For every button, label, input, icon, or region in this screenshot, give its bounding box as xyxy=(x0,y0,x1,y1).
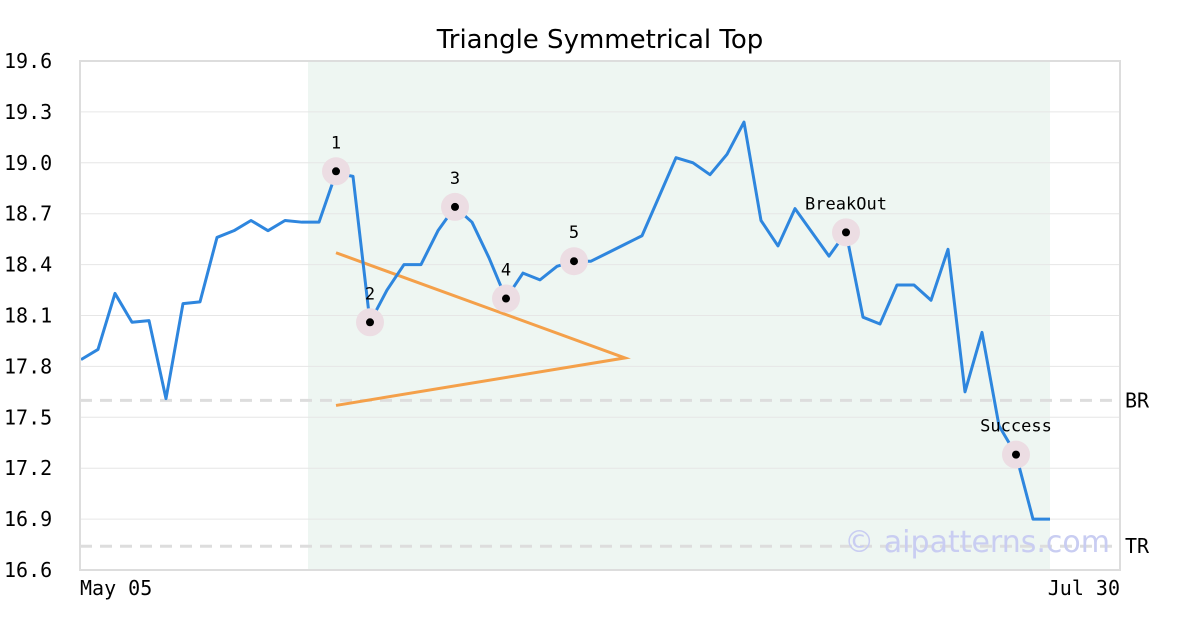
x-tick-label: Jul 30 xyxy=(1048,576,1120,600)
point-label-success: Success xyxy=(980,417,1052,437)
y-tick-label: 17.8 xyxy=(4,354,52,378)
point-label-2: 2 xyxy=(365,284,375,304)
level-label-br: BR xyxy=(1125,388,1150,412)
y-tick-label: 16.9 xyxy=(4,507,52,531)
y-tick-label: 18.7 xyxy=(4,202,52,226)
point-marker-4 xyxy=(502,294,510,303)
watermark: © aipatterns.com xyxy=(844,525,1110,560)
y-tick-label: 16.6 xyxy=(4,558,52,582)
point-label-breakout: BreakOut xyxy=(805,194,887,214)
chart-title: Triangle Symmetrical Top xyxy=(436,25,764,55)
point-marker-3 xyxy=(451,202,459,211)
point-marker-5 xyxy=(570,257,578,266)
y-tick-label: 19.3 xyxy=(4,100,52,124)
y-tick-label: 19.6 xyxy=(4,49,52,73)
triangle-pattern xyxy=(335,251,631,407)
x-tick-label: May 05 xyxy=(80,576,152,600)
y-tick-label: 18.4 xyxy=(4,253,52,277)
point-marker-2 xyxy=(366,318,374,327)
point-marker-breakout xyxy=(842,228,850,237)
y-tick-label: 18.1 xyxy=(4,304,52,328)
point-marker-success xyxy=(1012,450,1020,459)
point-label-3: 3 xyxy=(450,169,460,189)
plot-frame xyxy=(79,60,1121,571)
y-tick-label: 19.0 xyxy=(4,151,52,175)
point-marker-1 xyxy=(332,167,340,176)
y-tick-label: 17.5 xyxy=(4,405,52,429)
y-tick-label: 17.2 xyxy=(4,456,52,480)
level-label-tr: TR xyxy=(1125,534,1150,558)
point-label-1: 1 xyxy=(331,133,341,153)
point-label-5: 5 xyxy=(569,223,579,243)
point-label-4: 4 xyxy=(501,261,511,281)
